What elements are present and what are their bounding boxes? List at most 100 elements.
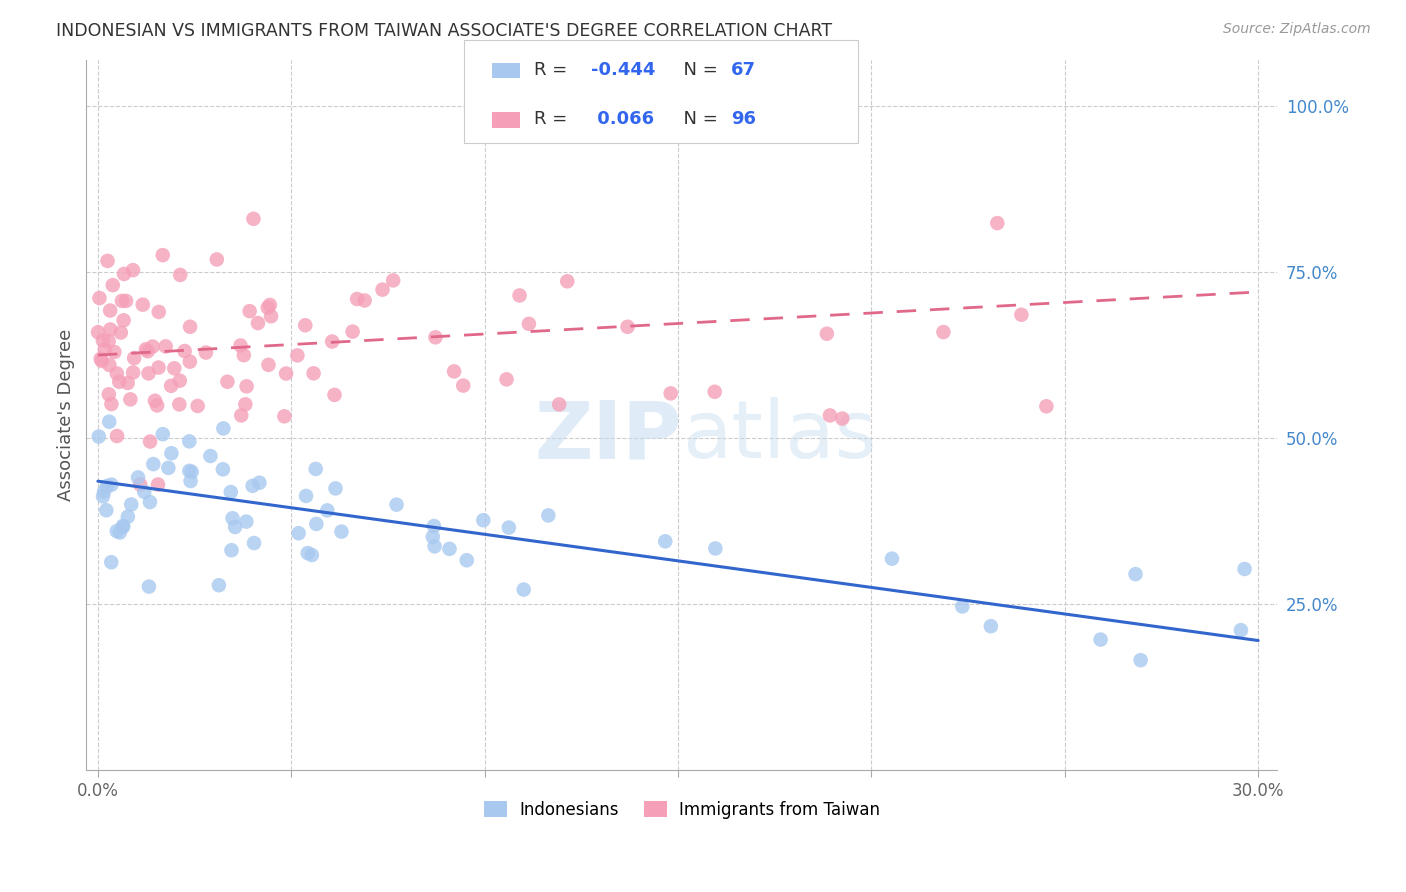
Point bbox=[517, 317, 540, 331]
Text: 0.066: 0.066 bbox=[591, 110, 654, 128]
Point bbox=[122, 351, 145, 365]
Point bbox=[160, 446, 183, 460]
Legend: Indonesians, Immigrants from Taiwan: Indonesians, Immigrants from Taiwan bbox=[478, 794, 886, 826]
Point bbox=[139, 495, 162, 509]
Point bbox=[880, 551, 903, 566]
Point bbox=[217, 375, 239, 389]
Point bbox=[120, 392, 142, 407]
Point bbox=[152, 248, 174, 262]
Point bbox=[932, 325, 955, 339]
Text: ZIP: ZIP bbox=[534, 397, 682, 475]
Point bbox=[117, 376, 139, 390]
Point bbox=[330, 524, 353, 539]
Point bbox=[242, 211, 264, 226]
Point bbox=[163, 361, 186, 376]
Point bbox=[451, 378, 474, 392]
Point bbox=[986, 216, 1008, 230]
Point bbox=[548, 397, 571, 411]
Point bbox=[495, 372, 517, 386]
Point bbox=[97, 334, 120, 349]
Point bbox=[509, 288, 531, 302]
Point bbox=[439, 541, 461, 556]
Text: atlas: atlas bbox=[682, 397, 876, 475]
Point bbox=[205, 252, 228, 267]
Point bbox=[97, 387, 120, 401]
Point bbox=[443, 364, 465, 378]
Point bbox=[180, 474, 202, 488]
Point bbox=[221, 543, 243, 558]
Point bbox=[96, 253, 118, 268]
Point bbox=[91, 334, 114, 348]
Point bbox=[423, 539, 446, 553]
Point bbox=[1233, 562, 1256, 576]
Point bbox=[112, 313, 135, 327]
Point bbox=[152, 427, 174, 442]
Point bbox=[98, 358, 121, 372]
Point bbox=[139, 434, 162, 449]
Point bbox=[371, 283, 394, 297]
Point bbox=[259, 298, 281, 312]
Point bbox=[221, 511, 243, 525]
Point bbox=[98, 322, 121, 336]
Point bbox=[274, 367, 297, 381]
Point bbox=[703, 384, 725, 399]
Point bbox=[103, 345, 125, 359]
Text: INDONESIAN VS IMMIGRANTS FROM TAIWAN ASSOCIATE'S DEGREE CORRELATION CHART: INDONESIAN VS IMMIGRANTS FROM TAIWAN ASS… bbox=[56, 22, 832, 40]
Point bbox=[169, 268, 191, 282]
Point bbox=[112, 267, 135, 281]
Point bbox=[135, 343, 157, 357]
Point bbox=[127, 470, 149, 484]
Point bbox=[287, 526, 309, 541]
Point bbox=[950, 599, 973, 614]
Point bbox=[219, 485, 242, 500]
Point bbox=[142, 457, 165, 471]
Point bbox=[100, 555, 122, 569]
Point bbox=[555, 274, 578, 288]
Point bbox=[112, 520, 135, 534]
Point bbox=[287, 348, 309, 362]
Point bbox=[235, 397, 257, 411]
Point bbox=[87, 429, 110, 443]
Point bbox=[305, 462, 328, 476]
Point bbox=[472, 513, 495, 527]
Point bbox=[148, 305, 170, 319]
Point bbox=[316, 503, 339, 517]
Point bbox=[1010, 308, 1032, 322]
Point bbox=[1090, 632, 1112, 647]
Point bbox=[1035, 399, 1057, 413]
Point bbox=[108, 375, 131, 389]
Point bbox=[179, 434, 201, 449]
Point bbox=[98, 303, 121, 318]
Point bbox=[273, 409, 295, 424]
Point bbox=[654, 534, 676, 549]
Point bbox=[179, 464, 201, 478]
Point bbox=[247, 475, 270, 490]
Point bbox=[111, 293, 134, 308]
Point bbox=[100, 477, 122, 491]
Point bbox=[246, 316, 269, 330]
Text: -0.444: -0.444 bbox=[591, 61, 655, 78]
Point bbox=[91, 489, 114, 503]
Point bbox=[101, 278, 124, 293]
Point bbox=[134, 484, 156, 499]
Point bbox=[160, 379, 183, 393]
Point bbox=[243, 536, 266, 550]
Point bbox=[616, 319, 638, 334]
Point bbox=[122, 366, 145, 380]
Point bbox=[120, 498, 142, 512]
Point bbox=[235, 515, 257, 529]
Point bbox=[235, 379, 257, 393]
Point bbox=[301, 548, 323, 562]
Point bbox=[90, 351, 112, 366]
Text: R =: R = bbox=[534, 110, 574, 128]
Point bbox=[256, 301, 278, 315]
Point bbox=[325, 482, 347, 496]
Point bbox=[294, 318, 316, 333]
Point bbox=[89, 291, 111, 305]
Point bbox=[815, 326, 838, 341]
Point bbox=[173, 344, 195, 359]
Point bbox=[129, 477, 152, 491]
Point bbox=[105, 429, 128, 443]
Point bbox=[155, 339, 177, 353]
Point bbox=[704, 541, 727, 556]
